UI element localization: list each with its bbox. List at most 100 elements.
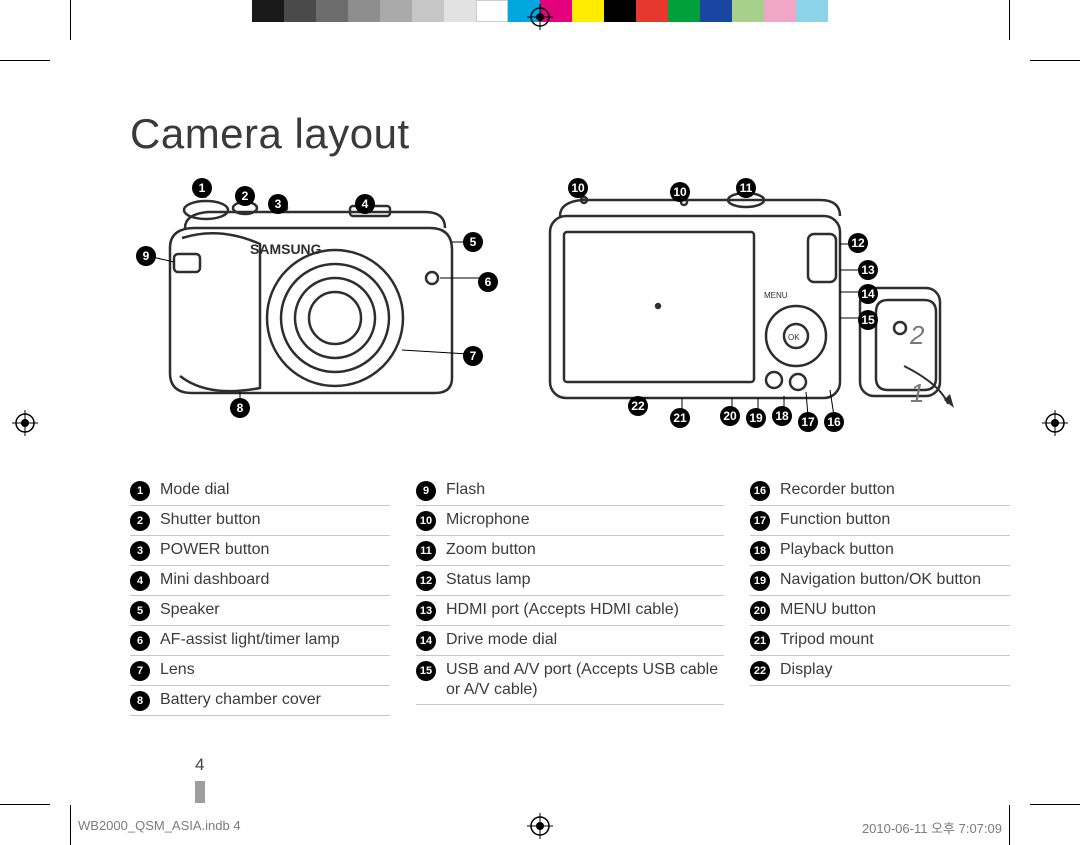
diagram-callout: 5 xyxy=(463,232,483,252)
color-swatch xyxy=(700,0,732,22)
registration-mark-icon xyxy=(12,410,38,436)
svg-text:MENU: MENU xyxy=(764,291,788,300)
port-index-number: 2 xyxy=(910,320,924,351)
print-footer: WB2000_QSM_ASIA.indb 4 2010-06-11 오후 7:0… xyxy=(78,818,1002,837)
crop-mark xyxy=(70,805,71,845)
legend-row: 12 Status lamp xyxy=(416,565,724,595)
registration-mark-icon xyxy=(1042,410,1068,436)
legend-label: Zoom button xyxy=(446,540,536,560)
page-number: 4 xyxy=(195,755,204,775)
color-swatch xyxy=(348,0,380,22)
legend-row: 5Speaker xyxy=(130,595,390,625)
legend-label: Function button xyxy=(780,510,890,530)
legend-label: Speaker xyxy=(160,600,220,620)
diagram-callout: 11 xyxy=(736,178,756,198)
crop-mark xyxy=(1030,60,1080,61)
legend-column: 9 Flash 10Microphone 11 Zoom button 12 Status … xyxy=(416,476,724,716)
color-swatch xyxy=(732,0,764,22)
page-number-bar xyxy=(195,781,205,803)
footer-file: WB2000_QSM_ASIA.indb 4 xyxy=(78,818,241,837)
diagram-callout: 14 xyxy=(858,284,878,304)
camera-front-diagram: SAMSUNG 123456789 xyxy=(130,178,490,428)
legend-number-badge: 11 xyxy=(416,541,436,561)
diagram-callout: 6 xyxy=(478,272,498,292)
legend-number-badge: 15 xyxy=(416,661,436,681)
legend-row: 19Navigation button/OK button xyxy=(750,565,1010,595)
legend-label: Status lamp xyxy=(446,570,530,590)
legend-label: Microphone xyxy=(446,510,530,530)
legend-label: Mode dial xyxy=(160,480,229,500)
legend-number-badge: 18 xyxy=(750,541,770,561)
legend-label: Mini dashboard xyxy=(160,570,269,590)
legend-number-badge: 4 xyxy=(130,571,150,591)
color-swatch xyxy=(668,0,700,22)
diagram-callout: 17 xyxy=(798,412,818,432)
crop-mark xyxy=(1009,0,1010,40)
legend-row: 15USB and A/V port (Accepts USB cable or… xyxy=(416,655,724,705)
diagram-callout: 4 xyxy=(355,194,375,214)
legend-row: 8 Battery chamber cover xyxy=(130,685,390,716)
page-title: Camera layout xyxy=(130,110,1010,158)
legend-row: 9 Flash xyxy=(416,476,724,505)
legend-number-badge: 9 xyxy=(416,481,436,501)
legend-label: Flash xyxy=(446,480,485,500)
legend-row: 18 Playback button xyxy=(750,535,1010,565)
legend-row: 7Lens xyxy=(130,655,390,685)
legend-label: Lens xyxy=(160,660,195,680)
diagram-callout: 22 xyxy=(628,396,648,416)
legend-number-badge: 8 xyxy=(130,691,150,711)
camera-back-diagram: OK MENU xyxy=(540,178,960,436)
legend-label: Tripod mount xyxy=(780,630,874,650)
legend-table: 1Mode dial2Shutter button3POWER button4M… xyxy=(130,476,1010,716)
legend-label: Playback button xyxy=(780,540,894,560)
color-swatch xyxy=(764,0,796,22)
legend-label: MENU button xyxy=(780,600,876,620)
legend-number-badge: 13 xyxy=(416,601,436,621)
legend-label: Battery chamber cover xyxy=(160,690,321,710)
color-swatch xyxy=(572,0,604,22)
port-index-number: 1 xyxy=(910,378,924,409)
legend-row: 22Display xyxy=(750,655,1010,686)
color-swatch xyxy=(380,0,412,22)
diagram-callout: 16 xyxy=(824,412,844,432)
diagram-callout: 8 xyxy=(230,398,250,418)
legend-number-badge: 21 xyxy=(750,631,770,651)
legend-column: 16Recorder button17Function button18Play… xyxy=(750,476,1010,716)
legend-label: Drive mode dial xyxy=(446,630,557,650)
color-swatch xyxy=(252,0,284,22)
color-swatch xyxy=(604,0,636,22)
legend-number-badge: 19 xyxy=(750,571,770,591)
legend-row: 4 Mini dashboard xyxy=(130,565,390,595)
diagram-callout: 13 xyxy=(858,260,878,280)
color-swatch xyxy=(412,0,444,22)
legend-number-badge: 3 xyxy=(130,541,150,561)
legend-row: 3POWER button xyxy=(130,535,390,565)
crop-mark xyxy=(70,0,71,40)
legend-label: Display xyxy=(780,660,832,680)
legend-row: 10Microphone xyxy=(416,505,724,535)
legend-row: 21 Tripod mount xyxy=(750,625,1010,655)
legend-number-badge: 12 xyxy=(416,571,436,591)
diagram-callout: 19 xyxy=(746,408,766,428)
legend-label: HDMI port (Accepts HDMI cable) xyxy=(446,600,679,620)
crop-mark xyxy=(0,60,50,61)
color-swatch xyxy=(316,0,348,22)
diagram-callout: 21 xyxy=(670,408,690,428)
crop-mark xyxy=(1030,804,1080,805)
legend-row: 2Shutter button xyxy=(130,505,390,535)
legend-number-badge: 14 xyxy=(416,631,436,651)
color-swatch xyxy=(476,0,508,22)
legend-row: 20MENU button xyxy=(750,595,1010,625)
diagram-callout: 9 xyxy=(136,246,156,266)
diagram-callout: 10 xyxy=(670,182,690,202)
diagram-callout: 2 xyxy=(235,186,255,206)
diagram-callout: 1 xyxy=(192,178,212,198)
legend-number-badge: 6 xyxy=(130,631,150,651)
legend-label: Shutter button xyxy=(160,510,261,530)
footer-timestamp: 2010-06-11 오후 7:07:09 xyxy=(862,818,1002,837)
diagram-callout: 20 xyxy=(720,406,740,426)
svg-text:OK: OK xyxy=(788,333,800,342)
crop-mark xyxy=(0,804,50,805)
legend-row: 1Mode dial xyxy=(130,476,390,505)
diagram-callout: 18 xyxy=(772,406,792,426)
